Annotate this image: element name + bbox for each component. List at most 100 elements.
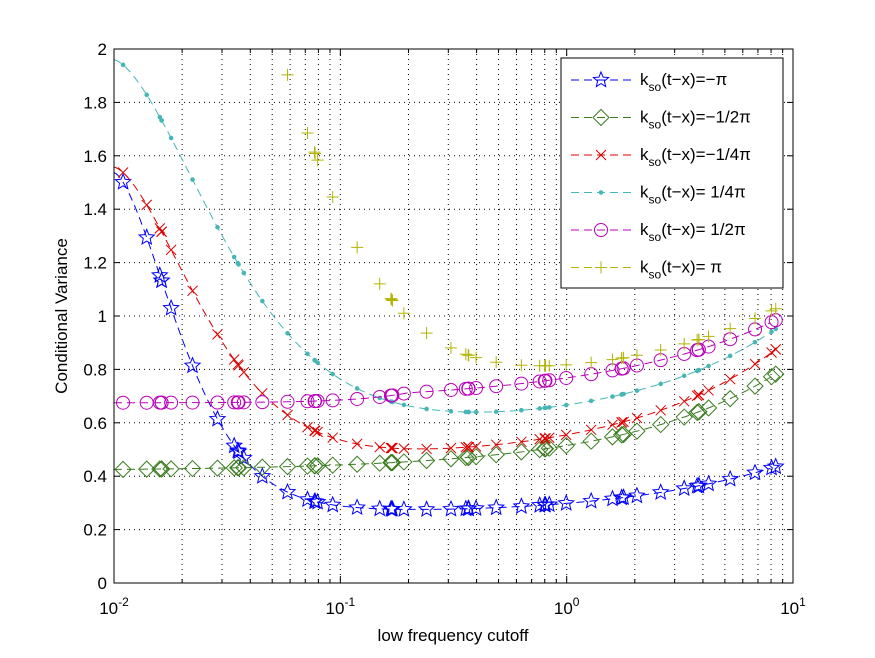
series-point-minus_pi: [557, 493, 576, 511]
series-point-plus_quarter_pi: [424, 406, 429, 412]
y-axis-label: Conditional Variance: [52, 238, 71, 394]
series-point-plus_pi: [281, 68, 294, 81]
series-point-minus_quarter_pi: [327, 432, 339, 444]
series-point-plus_pi: [749, 312, 762, 325]
x-tick-label: 10-2: [99, 595, 129, 618]
series-point-minus_half_pi: [225, 459, 243, 477]
series-point-plus_quarter_pi: [236, 262, 241, 267]
series-point-minus_half_pi: [460, 448, 478, 467]
legend-entry-minus_quarter_pi: kso(t−x)=−1/4π: [571, 145, 751, 169]
series-point-minus_quarter_pi: [585, 424, 597, 436]
series-point-plus_quarter_pi: [681, 373, 687, 379]
series-point-plus_pi: [630, 349, 643, 362]
series-point-plus_half_pi: [469, 381, 484, 396]
series-point-minus_pi: [417, 500, 436, 517]
series-point-minus_pi: [628, 486, 646, 504]
series-point-minus_pi: [150, 266, 169, 283]
series-point-minus_quarter_pi: [560, 429, 572, 441]
legend-label: kso(t−x)=−1/2π: [640, 108, 751, 132]
legend-entry-minus_half_pi: kso(t−x)=−1/2π: [571, 108, 751, 132]
series-point-minus_quarter_pi: [655, 404, 667, 416]
series-point-plus_half_pi: [280, 394, 295, 409]
series-point-plus_quarter_pi: [305, 351, 310, 357]
series-point-plus_quarter_pi: [634, 388, 640, 393]
series-point-minus_pi: [512, 497, 531, 514]
series-point-minus_quarter_pi: [724, 373, 736, 385]
series-point-plus_half_pi: [419, 384, 434, 399]
series-point-minus_pi: [208, 409, 227, 427]
series-point-minus_pi: [614, 488, 633, 506]
series-point-plus_quarter_pi: [144, 92, 149, 98]
series-point-minus_quarter_pi: [460, 441, 472, 453]
series-point-minus_pi: [459, 499, 478, 517]
series-point-minus_pi: [228, 441, 247, 459]
y-tick-label: 1.8: [83, 93, 107, 112]
series-minus_half_pi: [114, 365, 785, 479]
series-point-minus_half_pi: [557, 436, 575, 455]
series-point-plus_half_pi: [385, 388, 400, 403]
series-point-minus_quarter_pi: [678, 395, 690, 407]
series-point-minus_half_pi: [208, 459, 227, 477]
series-point-minus_pi: [721, 469, 740, 487]
series-point-minus_pi: [699, 474, 718, 492]
series-point-minus_half_pi: [298, 457, 317, 475]
series-point-minus_quarter_pi: [233, 360, 244, 371]
legend-entry-plus_pi: kso(t−x)= π: [571, 258, 722, 282]
series-point-minus_quarter_pi: [117, 167, 129, 178]
series-point-minus_quarter_pi: [302, 421, 313, 433]
legend-marker: [592, 70, 610, 88]
series-point-plus_quarter_pi: [519, 407, 524, 413]
series-point-minus_pi: [348, 498, 367, 516]
series-point-minus_quarter_pi: [165, 244, 177, 256]
series-point-minus_half_pi: [762, 367, 781, 386]
series-point-plus_quarter_pi: [473, 409, 479, 415]
y-tick-label: 1.2: [83, 254, 107, 273]
series-point-minus_quarter_pi: [607, 419, 618, 431]
series-point-plus_quarter_pi: [621, 391, 626, 397]
series-point-minus_quarter_pi: [543, 432, 555, 444]
series-point-minus_pi: [234, 448, 253, 466]
series-point-plus_half_pi: [559, 370, 574, 385]
ticks: [113, 48, 794, 584]
series-point-minus_half_pi: [690, 403, 708, 421]
series-point-minus_pi: [114, 172, 132, 190]
x-tick-label: 100: [554, 595, 580, 618]
y-tick-label: 1.4: [83, 200, 107, 219]
series-point-minus_half_pi: [582, 432, 600, 450]
series-point-minus_quarter_pi: [154, 223, 166, 234]
series-point-minus_half_pi: [746, 377, 764, 395]
legend-label: kso(t−x)=−π: [640, 70, 727, 94]
series-point-minus_half_pi: [613, 426, 631, 444]
series-point-minus_quarter_pi: [238, 366, 250, 378]
series-point-minus_quarter_pi: [212, 328, 223, 340]
series-point-plus_pi: [691, 334, 704, 347]
series-point-plus_quarter_pi: [706, 363, 711, 369]
series-point-minus_pi: [746, 463, 764, 481]
series-line-plus_half_pi: [114, 322, 771, 404]
series-point-plus_half_pi: [489, 379, 504, 394]
series-point-plus_quarter_pi: [543, 405, 548, 411]
series-point-minus_pi: [487, 498, 506, 516]
series-point-minus_quarter_pi: [703, 385, 714, 396]
series-plus_pi: [281, 68, 782, 372]
series-point-minus_half_pi: [417, 451, 436, 470]
series-point-plus_pi: [459, 348, 472, 361]
series-point-minus_half_pi: [114, 460, 132, 479]
series-point-plus_quarter_pi: [159, 118, 164, 123]
series-point-minus_half_pi: [467, 447, 485, 466]
legend-entry-minus_pi: kso(t−x)=−π: [571, 70, 727, 94]
series-point-minus_half_pi: [603, 428, 622, 446]
series-point-plus_quarter_pi: [658, 381, 663, 387]
series-point-minus_quarter_pi: [693, 389, 705, 401]
series-point-plus_pi: [444, 341, 457, 354]
series-point-plus_half_pi: [185, 395, 200, 410]
series-point-plus_pi: [560, 358, 573, 371]
series-point-minus_half_pi: [628, 422, 646, 440]
series-point-minus_half_pi: [721, 389, 739, 408]
series-point-plus_pi: [326, 190, 339, 203]
series-point-minus_pi: [467, 499, 485, 516]
series-point-minus_half_pi: [152, 460, 171, 478]
series-point-plus_half_pi: [210, 395, 225, 410]
legend-label: kso(t−x)= 1/2π: [640, 220, 746, 244]
series-point-minus_half_pi: [767, 365, 785, 383]
